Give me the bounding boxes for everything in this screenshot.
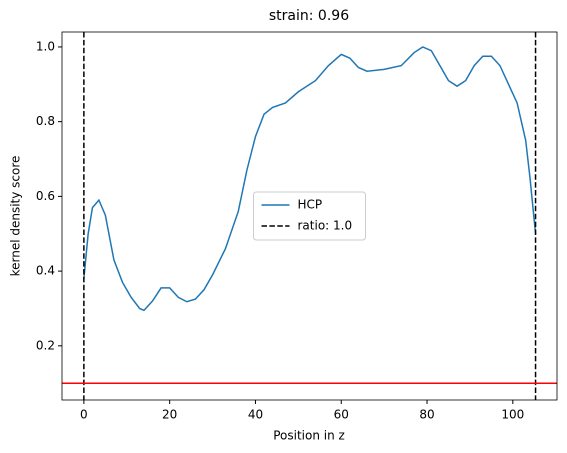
y-tick-label: 0.8	[36, 114, 55, 128]
x-tick-label: 60	[334, 408, 349, 422]
y-tick-label: 0.6	[36, 189, 55, 203]
y-tick-label: 0.4	[36, 264, 55, 278]
x-tick-label: 20	[162, 408, 177, 422]
y-axis-label: kernel density score	[9, 156, 23, 277]
legend-label: ratio: 1.0	[298, 219, 353, 233]
x-tick-label: 0	[80, 408, 88, 422]
legend-label: HCP	[298, 198, 323, 212]
x-tick-label: 40	[248, 408, 263, 422]
data-line	[83, 46, 537, 312]
x-axis-label: Position in z	[273, 429, 345, 443]
y-tick-label: 0.2	[36, 338, 55, 352]
legend-box	[253, 191, 366, 241]
x-tick-label: 100	[501, 408, 524, 422]
y-tick-label: 1.0	[36, 39, 55, 53]
plot-frame	[61, 31, 558, 401]
chart-title: strain: 0.96	[269, 8, 349, 24]
x-tick-label: 80	[419, 408, 434, 422]
